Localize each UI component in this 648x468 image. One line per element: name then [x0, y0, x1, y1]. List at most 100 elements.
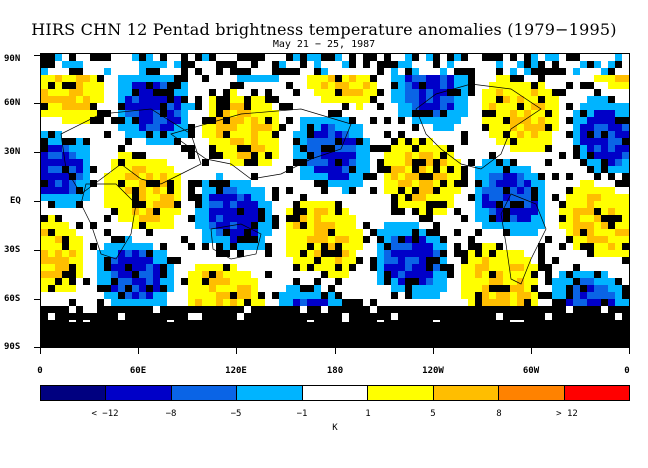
anomaly-cell — [76, 194, 83, 201]
anomaly-cell — [622, 180, 629, 187]
anomaly-cell — [545, 68, 552, 75]
anomaly-cell — [349, 124, 356, 131]
anomaly-cell — [601, 201, 608, 208]
anomaly-cell — [552, 117, 559, 124]
anomaly-cell — [461, 250, 468, 257]
lon-tick — [40, 348, 41, 354]
anomaly-cell — [97, 285, 104, 292]
anomaly-cell — [139, 173, 146, 180]
anomaly-cell — [258, 96, 265, 103]
anomaly-cell — [265, 222, 272, 229]
anomaly-cell — [566, 208, 573, 215]
anomaly-cell — [195, 222, 202, 229]
anomaly-cell — [405, 96, 412, 103]
anomaly-cell — [440, 243, 447, 250]
anomaly-cell — [160, 138, 167, 145]
anomaly-cell — [314, 215, 321, 222]
anomaly-cell — [559, 215, 566, 222]
anomaly-cell — [160, 299, 167, 306]
anomaly-cell — [216, 61, 223, 68]
anomaly-cell — [230, 278, 237, 285]
anomaly-cell — [160, 208, 167, 215]
anomaly-cell — [412, 68, 419, 75]
anomaly-cell — [608, 124, 615, 131]
anomaly-cell — [615, 250, 622, 257]
anomaly-cell — [503, 180, 510, 187]
anomaly-cell — [83, 96, 90, 103]
anomaly-cell — [195, 299, 202, 306]
anomaly-cell — [251, 299, 258, 306]
anomaly-cell — [503, 103, 510, 110]
anomaly-cell — [475, 243, 482, 250]
anomaly-cell — [132, 208, 139, 215]
anomaly-cell — [76, 61, 83, 68]
anomaly-cell — [125, 173, 132, 180]
anomaly-cell — [482, 264, 489, 271]
anomaly-cell — [97, 54, 104, 61]
anomaly-cell — [412, 103, 419, 110]
anomaly-cell — [608, 313, 615, 320]
anomaly-cell — [496, 180, 503, 187]
anomaly-cell — [258, 313, 265, 320]
anomaly-cell — [510, 271, 517, 278]
anomaly-cell — [300, 257, 307, 264]
anomaly-cell — [342, 250, 349, 257]
anomaly-cell — [489, 278, 496, 285]
anomaly-cell — [209, 117, 216, 124]
anomaly-cell — [48, 89, 55, 96]
anomaly-cell — [167, 187, 174, 194]
anomaly-cell — [48, 201, 55, 208]
anomaly-cell — [132, 299, 139, 306]
anomaly-cell — [314, 152, 321, 159]
anomaly-cell — [307, 152, 314, 159]
anomaly-cell — [76, 159, 83, 166]
anomaly-cell — [615, 117, 622, 124]
color-swatch — [237, 386, 303, 400]
anomaly-cell — [384, 54, 391, 61]
anomaly-cell — [300, 173, 307, 180]
anomaly-cell — [216, 215, 223, 222]
anomaly-cell — [62, 236, 69, 243]
anomaly-cell — [615, 236, 622, 243]
anomaly-cell — [349, 229, 356, 236]
anomaly-cell — [545, 54, 552, 61]
anomaly-cell — [321, 201, 328, 208]
anomaly-cell — [601, 145, 608, 152]
anomaly-cell — [419, 306, 426, 313]
anomaly-cell — [300, 313, 307, 320]
anomaly-cell — [174, 138, 181, 145]
anomaly-cell — [419, 110, 426, 117]
anomaly-cell — [398, 96, 405, 103]
anomaly-cell — [356, 229, 363, 236]
anomaly-cell — [118, 292, 125, 299]
anomaly-cell — [433, 250, 440, 257]
anomaly-cell — [510, 145, 517, 152]
anomaly-cell — [489, 222, 496, 229]
anomaly-cell — [97, 278, 104, 285]
anomaly-cell — [517, 145, 524, 152]
anomaly-cell — [314, 159, 321, 166]
anomaly-cell — [461, 89, 468, 96]
anomaly-cell — [202, 215, 209, 222]
anomaly-cell — [461, 75, 468, 82]
anomaly-cell — [300, 145, 307, 152]
anomaly-cell — [314, 201, 321, 208]
anomaly-cell — [237, 159, 244, 166]
anomaly-cell — [244, 271, 251, 278]
anomaly-cell — [531, 201, 538, 208]
anomaly-cell — [622, 215, 629, 222]
anomaly-cell — [608, 194, 615, 201]
anomaly-cell — [188, 299, 195, 306]
anomaly-cell — [342, 299, 349, 306]
anomaly-cell — [384, 264, 391, 271]
anomaly-cell — [559, 89, 566, 96]
anomaly-cell — [503, 306, 510, 313]
anomaly-cell — [293, 222, 300, 229]
anomaly-cell — [160, 278, 167, 285]
anomaly-cell — [223, 250, 230, 257]
anomaly-cell — [321, 299, 328, 306]
anomaly-cell — [531, 194, 538, 201]
anomaly-cell — [118, 278, 125, 285]
anomaly-cell — [384, 257, 391, 264]
anomaly-cell — [160, 264, 167, 271]
